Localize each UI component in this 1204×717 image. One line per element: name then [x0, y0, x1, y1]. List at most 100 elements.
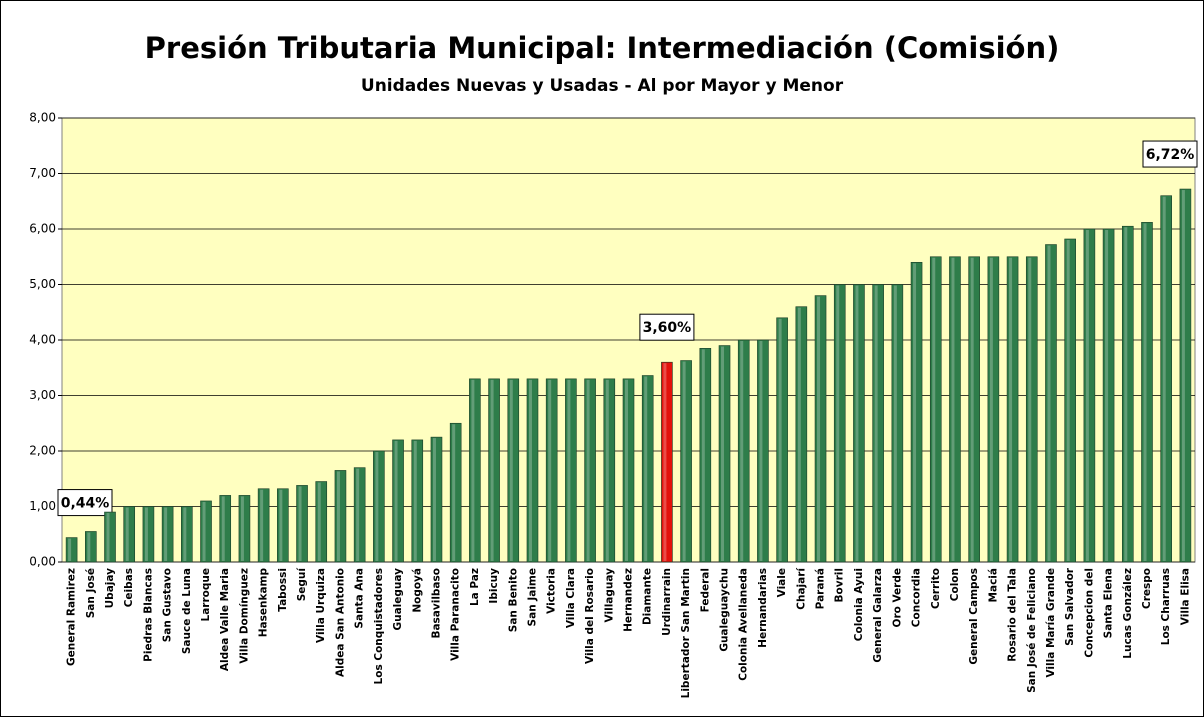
x-tick-label: Paraná: [815, 568, 827, 609]
bar-highlight: [317, 482, 321, 561]
bar-highlight: [279, 489, 283, 561]
bar: [565, 378, 577, 563]
bar: [219, 495, 232, 563]
bar: [1045, 244, 1057, 563]
bar-highlight: [375, 452, 379, 561]
x-tick-label: Libertador San Martin: [680, 568, 692, 698]
x-tick-label: Concepcion del: [1083, 568, 1095, 658]
bar: [1141, 222, 1153, 563]
x-tick-label: Villaguay: [603, 568, 615, 623]
chart-title: Presión Tributaria Municipal: Intermedia…: [145, 31, 1060, 65]
bar: [661, 361, 673, 563]
bar: [277, 488, 289, 563]
x-tick-label: Los Conquistadores: [373, 568, 385, 684]
bar: [430, 436, 443, 563]
x-tick-label: San Gustavo: [162, 568, 174, 642]
bar-highlight: [913, 263, 917, 561]
bar: [1025, 256, 1038, 563]
x-tick-label: General Ramirez: [66, 568, 78, 666]
value-label-box: [1142, 140, 1198, 168]
bar-highlight: [1009, 257, 1013, 561]
x-tick-label: San José: [85, 568, 97, 618]
x-tick-label: San José de Feliciano: [1026, 568, 1038, 693]
bar-highlight: [68, 538, 72, 561]
bar-highlight: [394, 440, 398, 561]
bar-highlight: [797, 307, 801, 561]
bar-highlight: [1028, 257, 1032, 561]
bar-highlight: [1105, 230, 1109, 561]
bar-highlight: [221, 496, 225, 561]
value-label: 6,72%: [1146, 147, 1195, 163]
bar-highlight: [1181, 190, 1185, 562]
x-tick-label: Oro Verde: [891, 568, 903, 627]
x-tick-label: San Jaime: [526, 568, 538, 626]
x-tick-label: Cerrito: [930, 568, 942, 609]
bar: [1006, 256, 1019, 563]
bar-highlight: [586, 379, 590, 561]
x-tick-label: Colon: [949, 568, 961, 601]
bar-highlight: [548, 379, 552, 561]
bar: [353, 467, 366, 563]
bar-highlight: [701, 349, 705, 561]
y-tick-label: 5,00: [29, 277, 56, 291]
bar: [949, 256, 961, 563]
y-tick-label: 3,00: [29, 388, 56, 402]
x-tick-label: Seguí: [296, 567, 308, 602]
x-tick-label: Villa Urquiza: [315, 568, 327, 643]
bar-highlight: [87, 532, 91, 561]
bar-highlight: [663, 363, 667, 561]
bar-highlight: [989, 257, 993, 561]
bar-highlight: [778, 318, 782, 561]
x-tick-label: General Galarza: [872, 568, 884, 663]
x-tick-label: Villa Elisa: [1179, 568, 1191, 625]
bar-highlight: [1047, 245, 1051, 562]
bar: [680, 360, 692, 563]
bar: [315, 481, 328, 563]
y-tick-label: 0,00: [29, 555, 56, 569]
bar: [104, 511, 116, 563]
value-label: 0,44%: [61, 496, 110, 512]
bar: [872, 284, 884, 563]
x-tick-label: Villa Paranacito: [450, 568, 462, 661]
bar-highlight: [144, 507, 148, 561]
bar: [776, 317, 788, 563]
bar: [200, 500, 212, 563]
bar-highlight: [893, 285, 897, 561]
bar-highlight: [528, 379, 532, 561]
value-label: 3,60%: [643, 320, 692, 336]
x-tick-label: Santa Ana: [354, 568, 366, 629]
bar: [891, 284, 904, 563]
bar-highlight: [452, 424, 456, 561]
bar: [181, 506, 193, 563]
bar-highlight: [625, 379, 628, 561]
x-tick-label: General Campos: [968, 568, 980, 665]
bar: [853, 284, 865, 563]
bar-highlight: [471, 379, 475, 561]
value-label-box: [639, 313, 695, 341]
bar-highlight: [106, 513, 110, 561]
bar-highlight: [298, 486, 302, 561]
x-tick-label: Aldea Valle Maria: [219, 568, 231, 671]
x-tick-label: Ubajay: [104, 568, 116, 608]
bar-highlight: [164, 507, 168, 561]
x-tick-label: La Paz: [469, 568, 481, 606]
bar: [584, 378, 596, 563]
bar: [488, 378, 500, 563]
bar-highlight: [1066, 239, 1070, 562]
bar-highlight: [855, 285, 859, 561]
x-tick-label: Aldea San Antonio: [334, 568, 346, 677]
bar-highlight: [356, 468, 360, 561]
x-tick-label: Crespo: [1141, 568, 1153, 609]
x-tick-label: Concordia: [911, 568, 923, 627]
bar: [1121, 225, 1134, 563]
bar-highlight: [836, 285, 840, 561]
bar: [987, 256, 1000, 563]
bar-highlight: [202, 501, 206, 561]
x-tick-label: Tabossi: [277, 568, 289, 612]
x-tick-label: Villa María Grande: [1045, 568, 1057, 678]
bar-highlight: [567, 379, 571, 561]
bar-highlight: [932, 257, 936, 561]
bar: [641, 375, 654, 563]
bar: [1064, 238, 1076, 563]
bar: [469, 378, 481, 563]
